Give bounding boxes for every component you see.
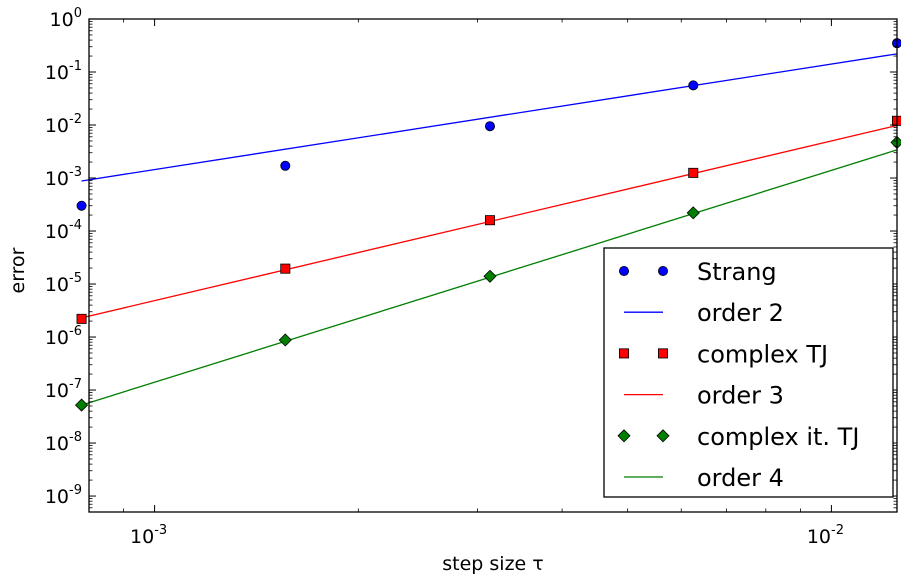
legend-marker <box>619 265 630 276</box>
legend-marker <box>656 429 670 443</box>
y-tick-base: 10 <box>45 380 69 402</box>
y-tick-exp: -6 <box>69 324 82 339</box>
y-tick-base: 10 <box>45 274 69 296</box>
y-tick-base: 10 <box>45 221 69 243</box>
y-tick-exp: -5 <box>69 271 82 286</box>
x-tick-exp: -3 <box>154 523 167 538</box>
y-tick-label: 10-8 <box>45 430 82 455</box>
y-tick-label: 10-5 <box>45 271 82 296</box>
x-tick-base: 10 <box>130 526 154 548</box>
legend-marker <box>658 265 669 276</box>
data-point-circle <box>688 80 699 91</box>
data-point-circle <box>76 200 87 211</box>
y-tick-label: 10-4 <box>45 218 82 243</box>
y-tick-base: 10 <box>45 62 69 84</box>
y-tick-label: 10-6 <box>45 324 82 349</box>
y-tick-exp: -1 <box>69 59 82 74</box>
legend-label: order 3 <box>697 382 784 410</box>
data-point-diamond <box>74 398 89 412</box>
data-point-square <box>688 167 699 178</box>
y-tick-exp: 0 <box>74 6 82 21</box>
y-tick-base: 10 <box>45 168 69 190</box>
data-point-square <box>280 263 291 274</box>
legend-marker <box>658 348 669 359</box>
data-point-diamond <box>483 269 497 283</box>
y-tick-label: 10-2 <box>45 112 82 137</box>
y-tick-label: 10-9 <box>45 483 82 508</box>
data-point-square <box>76 313 87 324</box>
data-point-diamond <box>686 206 700 220</box>
legend-marker <box>617 429 631 443</box>
y-tick-base: 10 <box>45 433 69 455</box>
x-tick-base: 10 <box>807 526 831 548</box>
y-tick-label: 10-7 <box>45 377 82 402</box>
data-point-circle <box>484 121 495 132</box>
y-tick-base: 10 <box>50 9 74 31</box>
data-point-circle <box>280 160 291 171</box>
data-point-diamond <box>278 333 292 347</box>
legend-label: order 4 <box>697 464 784 492</box>
data-point-square <box>484 215 495 226</box>
legend-label: complex it. TJ <box>697 423 859 451</box>
x-tick-exp: -2 <box>831 523 844 538</box>
series-line-order-2 <box>81 53 898 182</box>
legend-label: order 2 <box>697 299 784 327</box>
y-tick-exp: -7 <box>69 377 82 392</box>
y-tick-exp: -2 <box>69 112 82 127</box>
y-tick-exp: -8 <box>69 430 82 445</box>
legend-box <box>603 247 894 498</box>
x-tick-label: 10-3 <box>130 523 167 548</box>
y-tick-base: 10 <box>45 327 69 349</box>
y-tick-base: 10 <box>45 115 69 137</box>
plot-frame <box>88 18 898 513</box>
y-axis-label: error <box>7 247 29 293</box>
y-tick-label: 10-3 <box>45 165 82 190</box>
x-tick-label: 10-2 <box>807 523 844 548</box>
x-axis-label: step size τ <box>442 553 543 575</box>
legend: Strang order 2 complex TJ order 3 complex it… <box>603 247 894 498</box>
data-point-diamond <box>890 135 901 149</box>
y-tick-exp: -4 <box>69 218 82 233</box>
legend-marker <box>619 348 630 359</box>
legend-label: Strang <box>697 258 777 286</box>
y-tick-base: 10 <box>45 486 69 508</box>
axis-ticks: 10010-110-210-310-410-510-610-710-810-91… <box>45 6 897 548</box>
y-tick-exp: -3 <box>69 165 82 180</box>
y-tick-exp: -9 <box>69 483 82 498</box>
y-tick-label: 10-1 <box>45 59 82 84</box>
legend-label: complex TJ <box>697 340 828 368</box>
y-tick-label: 100 <box>50 6 82 31</box>
